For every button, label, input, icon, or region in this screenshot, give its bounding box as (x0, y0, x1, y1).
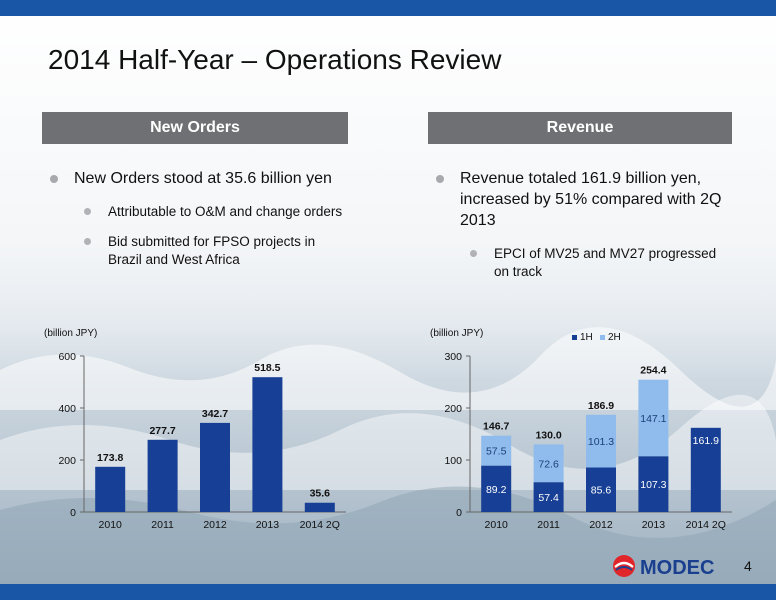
bar-value-label: 35.6 (310, 488, 331, 500)
legend-label-2h: 2H (608, 332, 621, 343)
bar-value-label: 277.7 (149, 425, 175, 437)
modec-logo-text: MODEC (640, 557, 714, 579)
new-orders-main-bullet: New Orders stood at 35.6 billion yen (48, 168, 348, 189)
y-tick-label: 0 (70, 507, 76, 519)
bar-segment-1h (533, 482, 564, 512)
x-tick-label: 2012 (589, 519, 613, 531)
bar-segment-1h (690, 427, 721, 512)
bar-segment-2h (586, 414, 616, 468)
bar-total-label: 186.9 (588, 400, 614, 412)
y-tick-label: 200 (444, 403, 462, 415)
bar-segment-2h (638, 379, 669, 457)
bar-value-label: 173.8 (97, 452, 123, 464)
segment-value-label-2h: 57.5 (486, 446, 507, 458)
bar-segment-1h (586, 467, 616, 512)
x-tick-label: 2011 (537, 519, 560, 531)
x-tick-label: 2010 (485, 519, 509, 531)
x-tick-label: 2013 (256, 519, 280, 531)
bar-total-label: 130.0 (535, 429, 561, 441)
new-orders-bullets: New Orders stood at 35.6 billion yen Att… (48, 168, 348, 269)
segment-value-label-1h: 85.6 (591, 485, 612, 497)
x-tick-label: 2014 2Q (300, 519, 340, 531)
y-axis-unit-label: (billion JPY) (430, 328, 483, 339)
legend-swatch-2h (600, 335, 605, 340)
legend-swatch-1h (572, 335, 577, 340)
legend-label-1h: 1H (580, 332, 593, 343)
y-tick-label: 600 (58, 351, 76, 363)
y-tick-label: 200 (58, 455, 76, 467)
revenue-chart: (billion JPY) 0 100 200 300 2010 2011 2012 2013 2… (430, 328, 732, 531)
top-brand-bar (0, 0, 776, 16)
segment-value-label-1h: 57.4 (538, 492, 559, 504)
segment-value-label-1h: 107.3 (640, 479, 666, 491)
new-orders-sub-bullet: Bid submitted for FPSO projects in Brazi… (48, 233, 348, 269)
revenue-main-bullet: Revenue totaled 161.9 billion yen, incre… (434, 168, 734, 231)
x-tick-label: 2011 (151, 519, 174, 531)
y-axis-unit-label: (billion JPY) (44, 328, 97, 339)
y-tick-label: 300 (444, 351, 462, 363)
y-tick-label: 400 (58, 403, 76, 415)
bar-segment-2h (481, 435, 512, 466)
revenue-sub-bullet: EPCI of MV25 and MV27 progressed on trac… (434, 245, 734, 281)
x-tick-label: 2010 (99, 519, 123, 531)
new-orders-chart: (billion JPY) 0 200 400 600 2010 2011 2012 2013 2… (44, 328, 346, 531)
modec-logo: MODEC (613, 555, 714, 579)
bar (252, 377, 283, 512)
segment-value-label-1h: 161.9 (693, 435, 719, 447)
bar-value-label: 342.7 (202, 408, 228, 420)
segment-value-label-2h: 72.6 (538, 458, 559, 470)
segment-value-label-2h: 101.3 (588, 436, 614, 448)
revenue-header: Revenue (428, 112, 732, 144)
bar-segment-2h (533, 444, 564, 483)
bar-segment-1h (638, 456, 669, 512)
new-orders-sub-bullet: Attributable to O&M and change orders (48, 203, 348, 221)
bottom-brand-bar (0, 584, 776, 600)
bar-total-label: 146.7 (483, 421, 509, 433)
x-tick-label: 2013 (642, 519, 666, 531)
revenue-bullets: Revenue totaled 161.9 billion yen, incre… (434, 168, 734, 281)
bar (304, 502, 335, 512)
segment-value-label-2h: 147.1 (640, 413, 666, 425)
bar-value-label: 518.5 (254, 362, 280, 374)
new-orders-header: New Orders (42, 112, 348, 144)
page-number: 4 (744, 558, 752, 574)
x-tick-label: 2012 (203, 519, 227, 531)
segment-value-label-1h: 89.2 (486, 484, 507, 496)
bar (147, 439, 178, 512)
y-tick-label: 0 (456, 507, 462, 519)
y-tick-label: 100 (444, 455, 462, 467)
bar (95, 466, 126, 512)
bar-segment-1h (481, 465, 512, 512)
bar (200, 422, 230, 512)
page-title: 2014 Half-Year – Operations Review (48, 44, 502, 75)
x-tick-label: 2014 2Q (686, 519, 726, 531)
bar-total-label: 254.4 (640, 365, 666, 377)
